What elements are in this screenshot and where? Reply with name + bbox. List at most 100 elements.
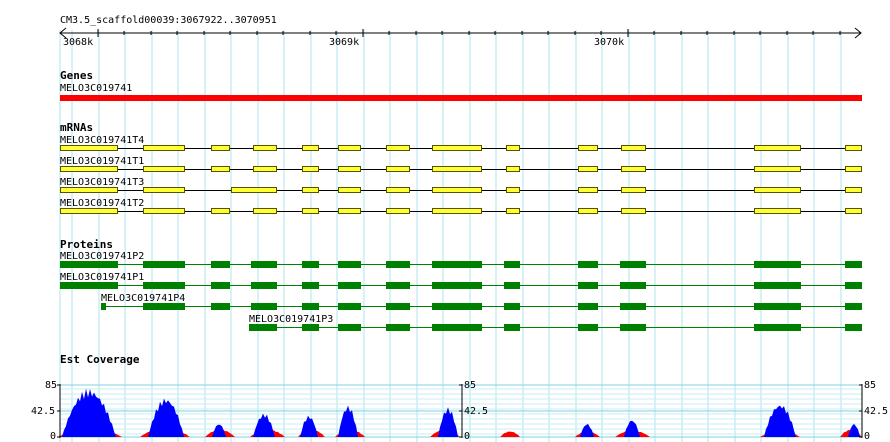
- protein-cds-block[interactable]: [302, 261, 319, 268]
- mrna-exon[interactable]: [432, 145, 482, 151]
- protein-cds-block[interactable]: [60, 282, 118, 289]
- mrna-exon[interactable]: [754, 166, 801, 172]
- mrna-label[interactable]: MELO3C019741T2: [60, 198, 145, 209]
- mrna-exon[interactable]: [302, 145, 319, 151]
- mrna-label[interactable]: MELO3C019741T1: [60, 156, 145, 167]
- protein-label[interactable]: MELO3C019741P3: [249, 314, 334, 325]
- protein-cds-block[interactable]: [338, 324, 361, 331]
- protein-cds-block[interactable]: [578, 261, 598, 268]
- protein-cds-block[interactable]: [432, 261, 482, 268]
- mrna-exon[interactable]: [338, 166, 361, 172]
- mrna-exon[interactable]: [386, 145, 410, 151]
- protein-cds-block[interactable]: [432, 282, 482, 289]
- prot-feature-row[interactable]: [0, 302, 890, 314]
- mrna-exon[interactable]: [845, 187, 862, 193]
- protein-cds-block[interactable]: [251, 303, 277, 310]
- protein-cds-block[interactable]: [620, 261, 646, 268]
- protein-cds-block[interactable]: [386, 324, 410, 331]
- mrna-exon[interactable]: [338, 208, 361, 214]
- mrna-label[interactable]: MELO3C019741T4: [60, 135, 145, 146]
- mrna-exon[interactable]: [302, 208, 319, 214]
- protein-cds-block[interactable]: [754, 324, 801, 331]
- protein-cds-block[interactable]: [504, 303, 520, 310]
- mrna-exon[interactable]: [578, 166, 598, 172]
- mrna-exon[interactable]: [506, 187, 520, 193]
- mrna-exon[interactable]: [302, 187, 319, 193]
- mrna-exon[interactable]: [578, 208, 598, 214]
- mrna-exon[interactable]: [253, 208, 277, 214]
- protein-cds-block[interactable]: [302, 282, 319, 289]
- gene-feature[interactable]: [60, 95, 862, 101]
- protein-cds-block[interactable]: [754, 303, 801, 310]
- mrna-exon[interactable]: [60, 187, 118, 193]
- mrna-feature-row[interactable]: [0, 185, 890, 197]
- mrna-exon[interactable]: [211, 208, 230, 214]
- mrna-exon[interactable]: [754, 187, 801, 193]
- mrna-exon[interactable]: [845, 208, 862, 214]
- prot-feature-row[interactable]: [0, 260, 890, 272]
- protein-cds-block[interactable]: [620, 303, 646, 310]
- mrna-exon[interactable]: [302, 166, 319, 172]
- mrna-exon[interactable]: [60, 208, 118, 214]
- mrna-exon[interactable]: [231, 187, 277, 193]
- protein-cds-block[interactable]: [504, 261, 520, 268]
- mrna-exon[interactable]: [506, 208, 520, 214]
- mrna-exon[interactable]: [432, 208, 482, 214]
- mrna-exon[interactable]: [143, 187, 185, 193]
- protein-cds-block[interactable]: [578, 282, 598, 289]
- mrna-exon[interactable]: [143, 166, 185, 172]
- mrna-exon[interactable]: [386, 208, 410, 214]
- protein-cds-block[interactable]: [620, 282, 646, 289]
- protein-cds-block[interactable]: [620, 324, 646, 331]
- protein-cds-block[interactable]: [845, 261, 862, 268]
- mrna-exon[interactable]: [386, 187, 410, 193]
- ruler-axis[interactable]: [0, 27, 890, 47]
- protein-cds-block[interactable]: [211, 303, 230, 310]
- protein-cds-block[interactable]: [101, 303, 106, 310]
- protein-cds-block[interactable]: [432, 303, 482, 310]
- mrna-exon[interactable]: [211, 145, 230, 151]
- protein-cds-block[interactable]: [386, 261, 410, 268]
- protein-cds-block[interactable]: [845, 303, 862, 310]
- est-coverage-plot[interactable]: [0, 380, 890, 442]
- mrna-exon[interactable]: [386, 166, 410, 172]
- mrna-exon[interactable]: [578, 145, 598, 151]
- protein-cds-block[interactable]: [754, 282, 801, 289]
- protein-cds-block[interactable]: [386, 303, 410, 310]
- mrna-feature-row[interactable]: [0, 143, 890, 155]
- mrna-exon[interactable]: [253, 145, 277, 151]
- protein-label[interactable]: MELO3C019741P2: [60, 251, 145, 262]
- protein-cds-block[interactable]: [302, 303, 319, 310]
- protein-cds-block[interactable]: [845, 324, 862, 331]
- mrna-exon[interactable]: [621, 208, 646, 214]
- mrna-exon[interactable]: [432, 166, 482, 172]
- mrna-exon[interactable]: [845, 145, 862, 151]
- mrna-exon[interactable]: [621, 187, 646, 193]
- protein-cds-block[interactable]: [578, 324, 598, 331]
- mrna-exon[interactable]: [143, 208, 185, 214]
- protein-cds-block[interactable]: [386, 282, 410, 289]
- mrna-exon[interactable]: [143, 145, 185, 151]
- mrna-exon[interactable]: [432, 187, 482, 193]
- mrna-exon[interactable]: [211, 166, 230, 172]
- mrna-exon[interactable]: [621, 166, 646, 172]
- protein-cds-block[interactable]: [249, 324, 277, 331]
- protein-cds-block[interactable]: [338, 261, 361, 268]
- protein-cds-block[interactable]: [211, 282, 230, 289]
- mrna-exon[interactable]: [845, 166, 862, 172]
- mrna-exon[interactable]: [506, 166, 520, 172]
- mrna-exon[interactable]: [338, 187, 361, 193]
- protein-cds-block[interactable]: [338, 282, 361, 289]
- protein-cds-block[interactable]: [143, 261, 185, 268]
- protein-cds-block[interactable]: [251, 261, 277, 268]
- mrna-exon[interactable]: [338, 145, 361, 151]
- prot-feature-row[interactable]: [0, 323, 890, 335]
- protein-cds-block[interactable]: [504, 324, 520, 331]
- gene-label[interactable]: MELO3C019741: [60, 83, 133, 94]
- mrna-exon[interactable]: [578, 187, 598, 193]
- mrna-feature-row[interactable]: [0, 206, 890, 218]
- protein-cds-block[interactable]: [143, 282, 185, 289]
- mrna-exon[interactable]: [754, 145, 801, 151]
- protein-cds-block[interactable]: [211, 261, 230, 268]
- mrna-feature-row[interactable]: [0, 164, 890, 176]
